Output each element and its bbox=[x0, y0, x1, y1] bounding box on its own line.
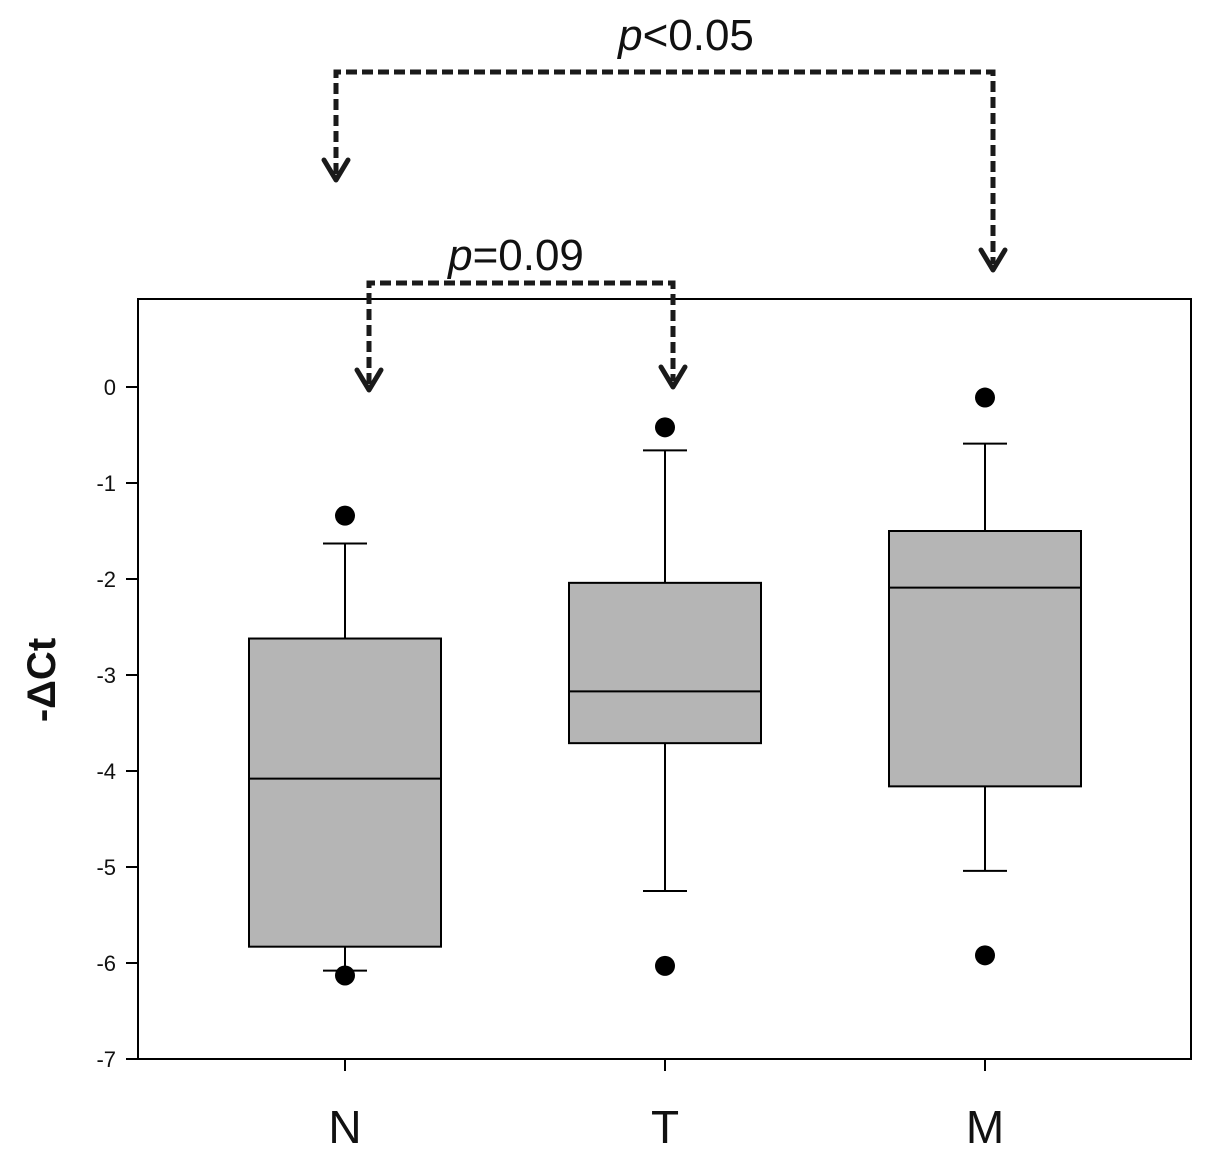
outlier-point bbox=[975, 387, 995, 408]
outlier-point bbox=[655, 417, 675, 438]
y-tick-label: -1 bbox=[96, 471, 116, 496]
arrow-head-N bbox=[354, 367, 384, 393]
box-iqr bbox=[568, 581, 762, 745]
box-T bbox=[568, 417, 762, 976]
arrow-head-N bbox=[321, 157, 351, 183]
bracket-line-N-M bbox=[333, 69, 996, 264]
boxes bbox=[248, 387, 1082, 986]
significance-brackets: p<0.05p=0.09 bbox=[321, 11, 1008, 393]
outlier-point bbox=[335, 505, 355, 526]
arrow-head-M bbox=[978, 247, 1008, 273]
arrow-head-T bbox=[658, 364, 688, 390]
outlier-point bbox=[335, 965, 355, 986]
y-tick-label: -4 bbox=[96, 759, 116, 784]
y-tick-label: 0 bbox=[104, 375, 116, 400]
x-category-label: M bbox=[966, 1101, 1004, 1153]
outlier-point bbox=[655, 955, 675, 976]
box-N bbox=[248, 505, 442, 986]
box-M bbox=[888, 387, 1082, 966]
p-value-label: p=0.09 bbox=[446, 231, 584, 280]
y-axis: 0 -1 -2 -3 -4 -5 -6 -7 bbox=[96, 375, 138, 1072]
outlier-point bbox=[975, 945, 995, 966]
p-value-label: p<0.05 bbox=[616, 11, 754, 60]
y-tick-label: -2 bbox=[96, 567, 116, 592]
y-axis-title: -ΔCt bbox=[20, 638, 64, 722]
p-value: =0.09 bbox=[473, 231, 584, 280]
bracket-line-N-T bbox=[366, 280, 676, 384]
y-tick-label: -6 bbox=[96, 951, 116, 976]
box-iqr bbox=[888, 530, 1082, 788]
y-tick-label: -7 bbox=[96, 1047, 116, 1072]
y-tick-label: -3 bbox=[96, 663, 116, 688]
x-category-label: T bbox=[651, 1101, 679, 1153]
y-tick-label: -5 bbox=[96, 855, 116, 880]
x-category-label: N bbox=[328, 1101, 361, 1153]
box-iqr bbox=[248, 637, 442, 948]
p-symbol: p bbox=[616, 11, 642, 60]
p-symbol: p bbox=[446, 231, 472, 280]
p-value: <0.05 bbox=[643, 11, 754, 60]
